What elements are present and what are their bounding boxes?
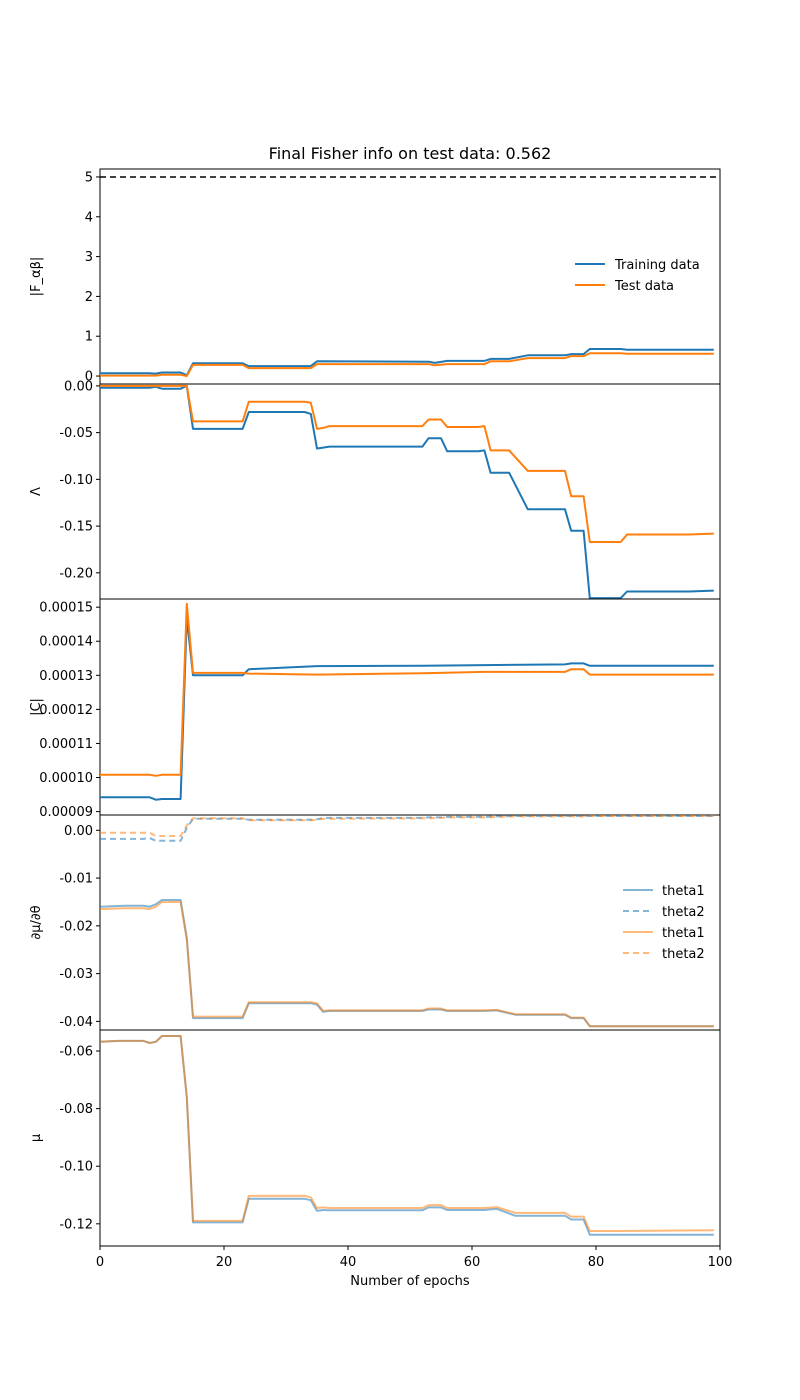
x-tick-label: 20	[216, 1255, 233, 1270]
legend-label: Test data	[614, 279, 674, 294]
y-tick-label: 0.00	[64, 379, 93, 394]
y-tick-label: -0.10	[59, 473, 93, 488]
y-axis-label: |F_αβ|	[29, 257, 44, 297]
y-tick-label: 1	[85, 330, 93, 345]
y-tick-label: 0.00010	[39, 771, 93, 786]
y-tick-label: -0.01	[59, 872, 93, 887]
y-tick-label: -0.12	[59, 1217, 93, 1232]
legend: theta1 theta2 theta1 theta2	[623, 884, 705, 962]
y-tick-label: 0.00009	[39, 805, 93, 820]
y-tick-label: -0.04	[59, 1015, 93, 1030]
y-tick-label: 0.00011	[39, 737, 93, 752]
panel-mean: -0.06 -0.08 -0.10 -0.12 μ 0 20 40 60 80 100	[29, 1029, 733, 1270]
figure-title: Final Fisher info on test data: 0.562	[269, 144, 552, 163]
series-line-test-data	[99, 1035, 714, 1232]
x-tick-label: 0	[96, 1255, 104, 1270]
series-line-test-data	[100, 384, 714, 543]
y-tick-label: -0.03	[59, 967, 93, 982]
y-tick-label: 2	[85, 290, 93, 305]
x-tick-label: 80	[588, 1255, 605, 1270]
y-tick-label: 0	[85, 370, 93, 385]
series-line-training-data	[100, 616, 714, 801]
x-axis-label: Number of epochs	[350, 1274, 470, 1289]
panel-fisher_determinant: 0 1 2 3 4 5 |F_αβ| Training data Test data	[29, 168, 721, 385]
y-tick-label: 0.00012	[39, 703, 93, 718]
y-axis-label: μ	[29, 1134, 44, 1142]
y-tick-label: 0.00013	[39, 669, 93, 684]
y-tick-label: -0.08	[59, 1102, 93, 1117]
plot-frame	[99, 814, 721, 1031]
panels: 0 1 2 3 4 5 |F_αβ| Training data Test data 0.00 -0…	[29, 168, 733, 1270]
series-line-test-data	[100, 602, 714, 777]
legend-label: theta2	[662, 947, 705, 962]
series-line-theta2	[100, 815, 714, 837]
series-line-theta2	[100, 815, 714, 842]
panel-mean_derivative: 0.00-0.01-0.02-0.03-0.04∂μ/∂θtheta1theta…	[29, 814, 721, 1031]
y-axis-label: Λ	[29, 487, 44, 496]
x-tick-label: 100	[708, 1255, 733, 1270]
panel-covariance_determinant: 0.00009 0.00010 0.00011 0.00012 0.00013 0.000…	[29, 598, 721, 820]
y-tick-label: 3	[85, 250, 93, 265]
y-tick-label: 0.00014	[39, 635, 93, 650]
legend: Training data Test data	[575, 258, 700, 294]
x-tick-label: 40	[340, 1255, 357, 1270]
y-tick-label: -0.05	[59, 426, 93, 441]
series-line-theta1	[99, 901, 714, 1028]
y-tick-label: -0.02	[59, 919, 93, 934]
legend-label: theta1	[662, 926, 705, 941]
y-tick-label: 0.00	[64, 824, 93, 839]
y-tick-label: 5	[85, 170, 93, 185]
legend-label: theta2	[662, 905, 705, 920]
y-tick-label: 4	[85, 210, 93, 225]
y-tick-label: -0.20	[59, 566, 93, 581]
x-tick-label: 60	[464, 1255, 481, 1270]
panel-regularization: 0.00 -0.05 -0.10 -0.15 -0.20 Λ	[29, 379, 721, 600]
series-line-test-data	[100, 352, 714, 377]
y-tick-label: -0.06	[59, 1045, 93, 1060]
plot-frame	[99, 598, 721, 816]
plot-frame	[99, 168, 721, 385]
series-line-training-data	[100, 348, 714, 377]
legend-label: theta1	[662, 884, 705, 899]
y-axis-label: ∂μ/∂θ	[29, 905, 44, 939]
legend-label: Training data	[614, 258, 700, 273]
y-tick-label: 0.00015	[39, 601, 93, 616]
plot-frame	[99, 1029, 721, 1247]
y-tick-label: -0.10	[59, 1160, 93, 1175]
y-axis-label: |C|	[29, 698, 44, 716]
y-tick-label: -0.15	[59, 520, 93, 535]
